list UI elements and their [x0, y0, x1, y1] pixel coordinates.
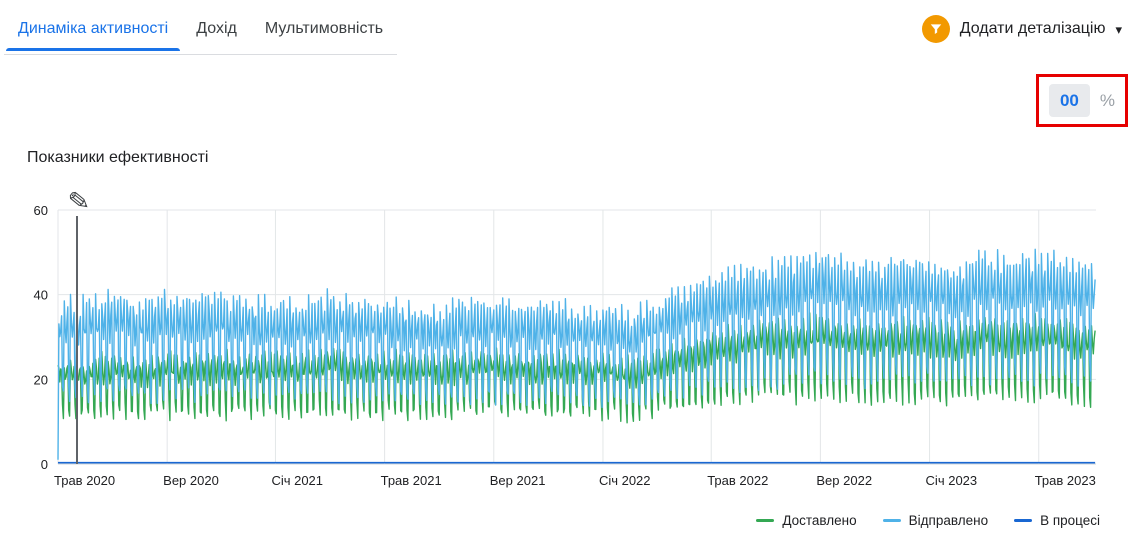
- add-detail-control[interactable]: Додати деталізацію ▾: [921, 15, 1122, 43]
- svg-text:Січ 2023: Січ 2023: [926, 473, 978, 488]
- legend-swatch-sent: [882, 519, 901, 522]
- legend-item-in-progress[interactable]: В процесі: [1014, 513, 1100, 528]
- percentile-value-field[interactable]: 00: [1048, 84, 1090, 117]
- svg-text:Вер 2021: Вер 2021: [490, 473, 546, 488]
- pencil-icon: ✎: [66, 184, 92, 218]
- svg-text:Вер 2020: Вер 2020: [163, 473, 219, 488]
- legend-swatch-in-progress: [1014, 519, 1033, 522]
- legend-item-sent[interactable]: Відправлено: [882, 513, 989, 528]
- svg-text:Січ 2021: Січ 2021: [271, 473, 323, 488]
- legend-label-sent: Відправлено: [908, 513, 989, 528]
- add-detail-label: Додати деталізацію: [959, 20, 1106, 37]
- tab-activity-dynamics[interactable]: Динаміка активності: [4, 8, 182, 54]
- tab-activity-dynamics-label: Динаміка активності: [18, 20, 169, 37]
- legend-item-delivered[interactable]: Доставлено: [756, 513, 857, 528]
- svg-text:Трав 2023: Трав 2023: [1035, 473, 1096, 488]
- percentile-highlight-box: 00 %: [1036, 74, 1128, 127]
- filter-funnel-icon: [921, 15, 950, 43]
- tab-multilingual[interactable]: Мультимовність: [251, 8, 397, 54]
- svg-text:Трав 2022: Трав 2022: [707, 473, 768, 488]
- tab-revenue-label: Дохід: [196, 20, 237, 37]
- svg-text:Вер 2022: Вер 2022: [816, 473, 872, 488]
- tab-bar: Динаміка активності Дохід Мультимовність: [4, 8, 398, 55]
- active-tab-indicator: [6, 48, 181, 51]
- tab-multilingual-label: Мультимовність: [264, 20, 384, 37]
- chart-legend: Доставлено Відправлено В процесі: [756, 513, 1100, 528]
- svg-text:Трав 2021: Трав 2021: [381, 473, 442, 488]
- svg-text:40: 40: [34, 288, 48, 303]
- svg-text:Січ 2022: Січ 2022: [599, 473, 651, 488]
- legend-label-delivered: Доставлено: [782, 513, 857, 528]
- tab-revenue[interactable]: Дохід: [182, 8, 251, 54]
- chart-canvas: 0 20 40 60 Трав 2020 Вер 2020 Січ 2021 Трав 202…: [34, 203, 1096, 488]
- performance-chart[interactable]: 0 20 40 60 Трав 2020 Вер 2020 Січ 2021 Трав 202…: [0, 184, 1144, 500]
- svg-text:20: 20: [34, 372, 48, 387]
- svg-text:0: 0: [41, 457, 48, 472]
- svg-text:Трав 2020: Трав 2020: [54, 473, 115, 488]
- legend-swatch-delivered: [756, 519, 775, 522]
- chart-title: Показники ефективності: [27, 149, 209, 166]
- svg-text:60: 60: [34, 203, 48, 218]
- chevron-down-icon: ▾: [1115, 21, 1122, 37]
- percent-sign: %: [1099, 90, 1116, 110]
- legend-label-in-progress: В процесі: [1040, 513, 1100, 528]
